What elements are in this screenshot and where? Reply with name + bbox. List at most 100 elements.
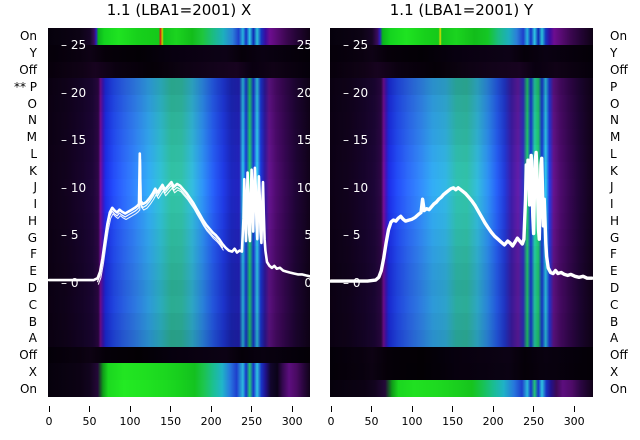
heatmap-row-l-7: [48, 145, 310, 163]
row-label-right-o: O: [610, 96, 620, 111]
row-label-left-d: D: [27, 281, 37, 295]
x-tick-mark: [492, 406, 494, 412]
row-label-right-b: B: [610, 314, 619, 329]
y-tick-label-right: 0: [304, 276, 310, 290]
heatmap-row-b-17: [48, 313, 310, 331]
y-tick-label: – 20: [61, 85, 87, 100]
row-label-left-a: A: [28, 331, 37, 346]
row-label-left-o: O: [27, 96, 37, 111]
y-tick-label: – 0: [61, 276, 79, 290]
row-label-left-on: On: [19, 29, 37, 44]
x-tick-label: 250: [523, 415, 545, 428]
heatmap-row-n-5: [330, 111, 593, 130]
heatmap-panel-x: – 25 – 20 – 15 – 10 – 5 – 0 25 20 15 10 5 0: [48, 28, 310, 397]
row-label-right-on: On: [610, 381, 628, 396]
left-axis-row-labels: On Y Off ** P O N M L K J I H G F E D C B A Off X On: [0, 0, 37, 440]
x-tick-label: 0: [45, 415, 53, 428]
heatmap-row-d-15: [330, 279, 593, 297]
x-tick-mark: [89, 406, 90, 412]
heatmap-row-c-16: [48, 296, 310, 314]
row-label-left-on: On: [19, 381, 37, 396]
y-tick-label-right: 25: [296, 37, 310, 52]
row-label-left-b: B: [28, 314, 37, 329]
y-tick-label-right: 10: [296, 180, 310, 195]
row-label-right-n: N: [610, 113, 619, 128]
y-tick-label-right: 15: [296, 133, 310, 148]
row-label-left-e: E: [29, 264, 37, 279]
y-tick-label: – 15: [61, 133, 87, 148]
x-tick-mark: [573, 406, 575, 412]
row-label-left-f: F: [30, 247, 37, 262]
panel-title-y: 1.1 (LBA1=2001) Y: [389, 1, 534, 19]
row-label-right-k: K: [610, 163, 618, 178]
row-label-left-l: L: [30, 146, 37, 161]
row-label-right-l: L: [610, 146, 617, 161]
row-label-right-f: F: [610, 247, 617, 262]
row-label-right-h: H: [610, 213, 620, 228]
row-label-right-y: Y: [610, 46, 618, 61]
heatmap-panel-y: – 25 – 20 – 15 – 10 – 5 – 0: [330, 28, 593, 397]
x-tick-mark: [291, 406, 293, 412]
x-tick-mark: [330, 406, 332, 412]
y-tick-label: – 25: [61, 37, 87, 52]
x-tick-label: 100: [401, 415, 423, 428]
x-tick-label: 250: [241, 415, 263, 428]
y-tick-label-right: 20: [296, 85, 310, 100]
profile-curve-x: [48, 152, 310, 285]
heatmap-row-x-20: [48, 363, 310, 381]
row-label-right-j: J: [610, 180, 614, 195]
heatmap-row-o-4: [330, 95, 593, 113]
row-label-left-c: C: [28, 297, 37, 312]
heatmap-row-a-18: [330, 329, 593, 348]
profile-line: [48, 152, 310, 282]
heatmap-row-o-4: [48, 95, 310, 113]
heatmap-row-n-5: [48, 111, 310, 130]
row-label-right-off: Off: [610, 62, 628, 77]
heatmap-row-on-0: [330, 28, 593, 46]
y-tick-label: – 5: [343, 228, 361, 243]
heatmap-row-l-7: [330, 145, 593, 163]
x-axis-panel-x: 0 50 100 150 200 250 300: [46, 404, 310, 438]
row-label-left-k: K: [29, 163, 37, 178]
right-axis-row-labels: On Y Off P O N M L K J I H G F E D C B A Off X On: [610, 0, 640, 440]
heatmap-row-f-13: [330, 246, 593, 264]
row-label-right-g: G: [610, 230, 620, 245]
heatmap-row-b-17: [330, 313, 593, 331]
x-tick-label: 200: [200, 415, 222, 428]
heatmap-row-c-16: [330, 296, 593, 314]
x-tick-label: 150: [160, 415, 182, 428]
row-label-left-x: X: [28, 364, 37, 379]
x-tick-mark: [371, 406, 372, 412]
row-label-left-i: I: [33, 197, 37, 212]
x-tick-label: 300: [563, 415, 585, 428]
y-tick-label: – 10: [61, 180, 87, 195]
heatmap-row-h-11: [330, 212, 593, 230]
y-tick-label: – 20: [343, 85, 369, 100]
heatmap-row-f-13: [48, 246, 310, 264]
heatmap-row-on-21: [330, 380, 593, 397]
row-label-left-off: Off: [19, 348, 37, 363]
row-label-left-n: N: [28, 113, 37, 128]
row-label-right-p: P: [610, 79, 618, 94]
heatmap-row-off-2: [330, 61, 593, 79]
x-tick-mark: [129, 406, 131, 412]
heatmap-row-off-19: [48, 346, 310, 365]
heatmap-row-g-12: [330, 229, 593, 247]
profile-line-strand: [97, 158, 224, 285]
heatmap-row-k-8: [48, 162, 310, 180]
row-label-left-off: Off: [19, 62, 37, 77]
row-label-left-j: J: [33, 180, 37, 195]
row-label-left-p: ** P: [13, 79, 37, 94]
profile-line: [330, 150, 593, 283]
heatmap-row-off-19: [330, 346, 593, 365]
heatmap-row-e-14: [330, 262, 593, 281]
profile-curve-y: [330, 150, 593, 283]
x-tick-mark: [533, 406, 535, 412]
row-label-left-g: G: [27, 230, 37, 245]
x-tick-label: 50: [364, 415, 379, 428]
row-label-left-m: M: [26, 130, 37, 144]
heatmap-row-a-18: [48, 329, 310, 348]
x-tick-label: 0: [327, 415, 335, 428]
row-label-right-a: A: [610, 331, 619, 346]
y-tick-label-right: 5: [304, 228, 310, 243]
